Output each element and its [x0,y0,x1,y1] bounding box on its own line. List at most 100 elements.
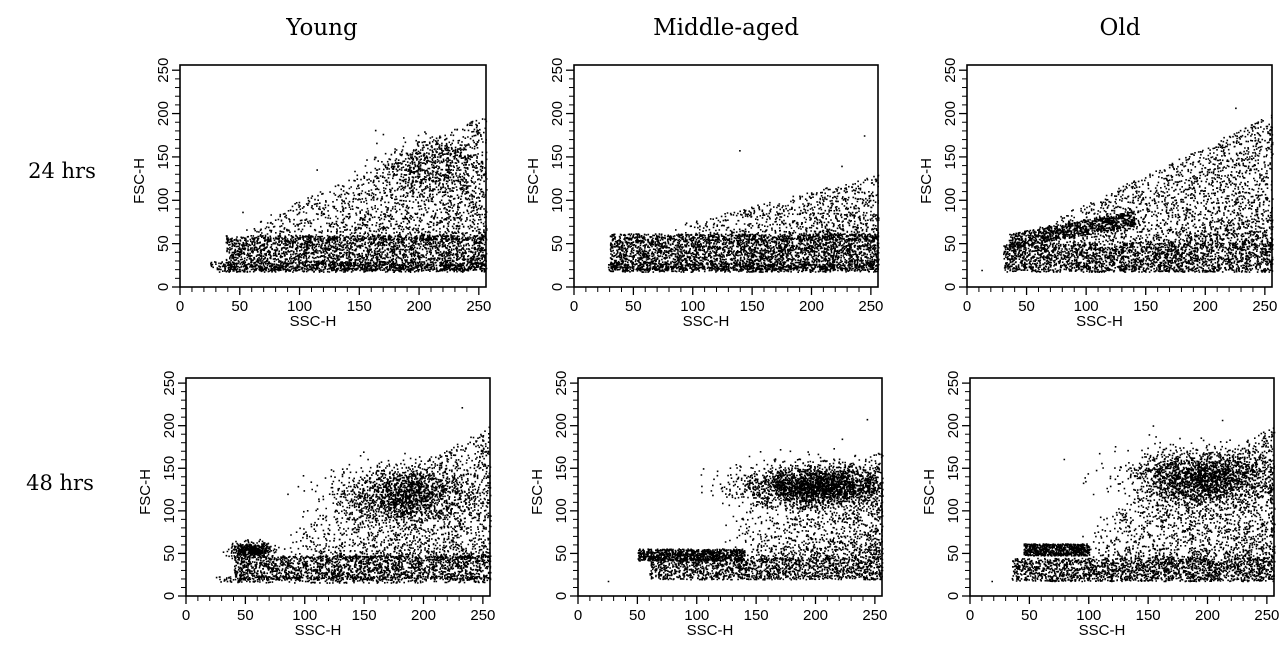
y-tick-label: 50 [155,235,172,252]
x-tick-label: 50 [231,298,248,315]
y-axis-label: FSC-H [921,469,938,515]
x-tick-label: 150 [744,607,769,624]
x-tick-label: 0 [176,298,184,315]
row-label-24-hrs: 24 hrs [28,159,96,183]
y-tick-label: 0 [549,283,566,291]
x-tick-label: 250 [466,298,491,315]
y-tick-label: 50 [553,545,570,562]
scatter-points [215,407,492,584]
plot-frame [966,64,1273,288]
y-tick-label: 200 [549,101,566,126]
y-axis-label: FSC-H [131,158,148,204]
x-tick-label: 150 [1136,607,1161,624]
x-tick-label: 250 [862,607,887,624]
x-tick-label: 100 [287,298,312,315]
scatter-points [607,418,884,583]
plot-frame [573,64,879,288]
y-tick-label: 0 [942,283,959,291]
y-axis-label: FSC-H [918,158,935,204]
x-axis-label: SSC-H [683,313,730,330]
x-tick-label: 200 [803,607,828,624]
scatter-points [607,135,880,273]
x-tick-label: 50 [1021,607,1038,624]
scatter-points [981,107,1274,273]
y-tick-label: 250 [549,58,566,83]
x-tick-label: 50 [1018,298,1035,315]
y-tick-label: 0 [945,592,962,600]
x-tick-label: 50 [625,298,642,315]
x-tick-label: 0 [966,607,974,624]
column-title-young: Young [285,15,358,41]
x-tick-label: 200 [1193,298,1218,315]
y-tick-label: 100 [553,498,570,523]
x-tick-label: 0 [574,607,582,624]
y-tick-label: 50 [945,545,962,562]
y-tick-label: 150 [945,456,962,481]
y-tick-label: 50 [549,235,566,252]
row-label-48-hrs: 48 hrs [26,471,94,495]
x-tick-label: 150 [347,298,372,315]
x-tick-label: 100 [684,607,709,624]
y-tick-label: 100 [155,188,172,213]
x-tick-label: 0 [182,607,190,624]
plot-frame [969,377,1275,597]
x-tick-label: 150 [1133,298,1158,315]
y-tick-label: 250 [553,371,570,396]
scatter-panel-48-hrs-middle-aged: 0 50 100 150 200 250 0 50 100 150 200 250 SSC-H FSC-H [529,371,887,639]
y-tick-label: 150 [549,144,566,169]
y-tick-label: 100 [161,498,178,523]
x-tick-label: 0 [963,298,971,315]
y-tick-label: 100 [945,498,962,523]
x-axis-label: SSC-H [295,622,342,639]
x-tick-label: 0 [570,298,578,315]
x-tick-label: 50 [629,607,646,624]
scatter-panel-24-hrs-young: 0 50 100 150 200 250 0 50 100 150 200 250 SSC-H FSC-H [131,58,491,330]
plot-frame [179,64,487,288]
y-axis-label: FSC-H [137,469,154,515]
y-tick-label: 0 [161,592,178,600]
x-axis-label: SSC-H [1079,622,1126,639]
scatter-points [210,118,488,273]
y-tick-label: 250 [945,371,962,396]
y-tick-label: 250 [155,58,172,83]
column-title-old: Old [1100,15,1141,41]
y-tick-label: 250 [161,371,178,396]
plot-frame [577,377,883,597]
y-tick-label: 200 [161,413,178,438]
y-tick-label: 50 [942,235,959,252]
y-tick-label: 200 [942,101,959,126]
x-tick-label: 200 [799,298,824,315]
plot-frame [185,377,491,597]
x-tick-label: 250 [1254,607,1279,624]
x-tick-label: 50 [237,607,254,624]
y-tick-label: 250 [942,58,959,83]
x-tick-label: 150 [352,607,377,624]
y-axis-label: FSC-H [525,158,542,204]
y-tick-label: 200 [155,101,172,126]
scatter-panel-48-hrs-young: 0 50 100 150 200 250 0 50 100 150 200 250 SSC-H FSC-H [137,371,495,639]
y-tick-label: 150 [553,456,570,481]
y-tick-label: 150 [161,456,178,481]
column-title-middle-aged: Middle-aged [653,15,799,41]
x-tick-label: 200 [411,607,436,624]
x-axis-label: SSC-H [290,313,337,330]
y-axis-label: FSC-H [529,469,546,515]
scatter-points [991,419,1276,583]
x-tick-label: 100 [292,607,317,624]
x-axis-label: SSC-H [687,622,734,639]
scatter-panel-48-hrs-old: 0 50 100 150 200 250 0 50 100 150 200 250 SSC-H FSC-H [921,371,1279,639]
scatter-panel-24-hrs-old: 0 50 100 150 200 250 0 50 100 150 200 250 SSC-H FSC-H [918,58,1277,330]
y-tick-label: 200 [553,413,570,438]
x-tick-label: 200 [407,298,432,315]
y-tick-label: 200 [945,413,962,438]
y-tick-label: 0 [155,283,172,291]
x-tick-label: 100 [680,298,705,315]
x-tick-label: 250 [1252,298,1277,315]
x-tick-label: 250 [470,607,495,624]
scatter-panel-24-hrs-middle-aged: 0 50 100 150 200 250 0 50 100 150 200 250 SSC-H FSC-H [525,58,883,330]
x-tick-label: 250 [858,298,883,315]
y-tick-label: 100 [942,188,959,213]
panels-group: 0 50 100 150 200 250 0 50 100 150 200 250 SSC-H FSC-H… [131,58,1279,639]
y-tick-label: 100 [549,188,566,213]
